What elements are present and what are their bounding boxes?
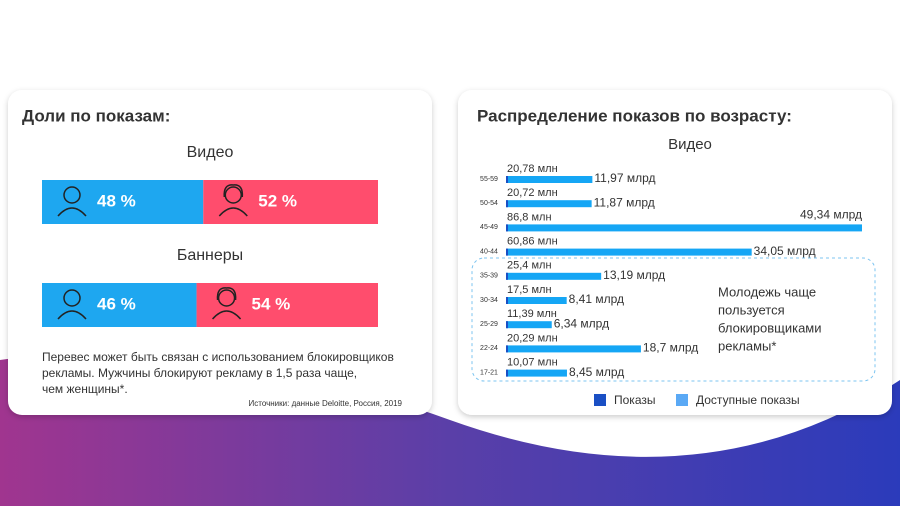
y-tick-label: 40-44 <box>480 248 498 255</box>
highlight-box <box>471 257 876 382</box>
y-tick-label: 17-21 <box>480 369 498 376</box>
icon-part <box>63 289 81 307</box>
available-bar <box>506 272 602 280</box>
impressions-label: 20,78 млн <box>507 163 558 175</box>
icon-part <box>216 287 237 301</box>
annotation: пользуется <box>718 302 785 317</box>
icon-part <box>217 289 236 307</box>
available-bar <box>506 369 567 377</box>
available-bar <box>506 200 592 208</box>
legend-swatch <box>676 394 688 406</box>
note: Перевес может быть связан с использовани… <box>42 350 394 364</box>
value-label: 54 % <box>252 294 291 313</box>
legend-swatch <box>594 394 606 406</box>
male-icon <box>57 289 87 320</box>
available-label: 49,34 млрд <box>800 208 862 222</box>
male-icon <box>57 186 87 217</box>
impressions-label: 11,39 млн <box>507 308 557 320</box>
available-bar <box>506 297 567 304</box>
y-tick-label: 30-34 <box>480 297 498 304</box>
impressions-mark <box>506 176 508 183</box>
impressions-mark <box>506 272 508 280</box>
y-tick-label: 45-49 <box>480 224 498 231</box>
impressions-mark <box>506 224 508 232</box>
note: рекламы. Мужчины блокируют рекламу в 1,5… <box>42 366 357 380</box>
impressions-mark <box>506 248 508 256</box>
annotation: блокировщиками <box>718 320 822 335</box>
impressions-label: 17,5 млн <box>507 284 552 296</box>
available-label: 6,34 млрд <box>554 316 609 330</box>
impressions-mark <box>506 297 508 304</box>
icon-part <box>224 186 243 204</box>
icon-part <box>223 184 244 198</box>
note: чем женщины*. <box>42 382 128 396</box>
available-bar <box>506 345 641 353</box>
icon-part <box>211 310 242 320</box>
available-label: 11,87 млрд <box>594 195 655 209</box>
annotation: Молодежь чаще <box>718 284 816 299</box>
available-label: 18,7 млрд <box>643 341 698 355</box>
category-label: Видео <box>187 144 234 161</box>
category-label: Баннеры <box>177 247 243 264</box>
available-label: 13,19 млрд <box>603 268 665 282</box>
legend-label: Доступные показы <box>696 393 800 407</box>
value-label: 48 % <box>97 191 136 210</box>
y-tick-label: 25-29 <box>480 321 498 328</box>
annotation: рекламы* <box>718 338 776 353</box>
subtitle: Видео <box>668 136 712 153</box>
impressions-label: 25,4 млн <box>507 260 552 272</box>
icon-part <box>57 207 87 217</box>
impressions-label: 86,8 млн <box>507 211 552 223</box>
impressions-label: 60,86 млн <box>507 236 558 248</box>
impressions-mark <box>506 200 508 208</box>
icon-part <box>63 186 81 204</box>
available-bar <box>506 248 752 256</box>
impressions-label: 20,29 млн <box>507 332 558 344</box>
available-label: 34,05 млрд <box>754 244 816 258</box>
right-title: Распределение показов по возрасту: <box>477 106 792 125</box>
y-tick-label: 35-39 <box>480 273 498 280</box>
available-bar <box>506 176 593 183</box>
female-icon <box>211 287 242 320</box>
impressions-mark <box>506 369 508 377</box>
impressions-label: 10,07 млн <box>507 357 558 369</box>
available-label: 8,41 млрд <box>569 292 624 306</box>
left-panel <box>8 90 432 415</box>
icon-part <box>218 207 248 217</box>
available-label: 8,45 млрд <box>569 365 624 379</box>
icon-part <box>57 310 87 320</box>
female-icon <box>218 184 248 217</box>
legend-label: Показы <box>614 393 655 407</box>
impressions-mark <box>506 321 508 329</box>
y-tick-label: 50-54 <box>480 200 498 207</box>
available-label: 11,97 млрд <box>594 171 655 185</box>
y-tick-label: 55-59 <box>480 176 498 183</box>
source: Источники: данные Deloitte, Россия, 2019 <box>249 399 403 408</box>
impressions-mark <box>506 345 508 353</box>
y-tick-label: 22-24 <box>480 345 498 352</box>
left-title: Доли по показам: <box>22 106 170 125</box>
value-label: 52 % <box>258 191 297 210</box>
impressions-label: 20,72 млн <box>507 187 558 199</box>
available-bar <box>506 224 862 232</box>
available-bar <box>506 321 552 329</box>
value-label: 46 % <box>97 294 136 313</box>
